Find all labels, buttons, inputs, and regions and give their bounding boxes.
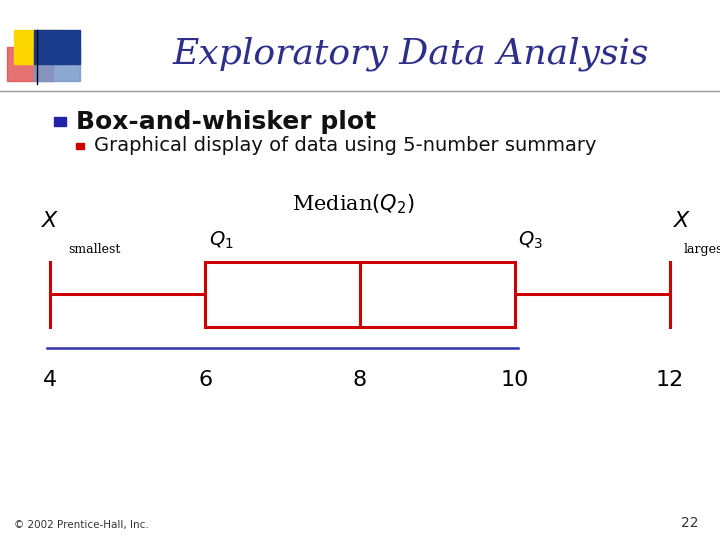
Text: © 2002 Prentice-Hall, Inc.: © 2002 Prentice-Hall, Inc. — [14, 520, 149, 530]
Text: largest: largest — [684, 243, 720, 256]
Text: Graphical display of data using 5-number summary: Graphical display of data using 5-number… — [94, 136, 596, 156]
Bar — [35, 30, 80, 64]
Bar — [76, 143, 84, 149]
Text: $Q_1$: $Q_1$ — [209, 230, 233, 251]
Text: Box-and-whisker plot: Box-and-whisker plot — [76, 110, 376, 133]
Text: Exploratory Data Analysis: Exploratory Data Analysis — [172, 37, 649, 71]
Text: 12: 12 — [655, 370, 684, 390]
Text: 22: 22 — [681, 516, 698, 530]
Bar — [14, 30, 60, 64]
Text: 8: 8 — [353, 370, 367, 390]
Text: 4: 4 — [43, 370, 58, 390]
Text: 6: 6 — [198, 370, 212, 390]
Bar — [35, 46, 80, 81]
Bar — [54, 117, 66, 126]
Text: $Q_3$: $Q_3$ — [518, 230, 544, 251]
Bar — [7, 46, 53, 81]
Text: $X$: $X$ — [673, 210, 692, 232]
Bar — [205, 262, 515, 327]
Text: 10: 10 — [500, 370, 529, 390]
Text: $X$: $X$ — [41, 210, 60, 232]
Text: Median$(Q_2)$: Median$(Q_2)$ — [292, 192, 414, 216]
Text: smallest: smallest — [68, 243, 121, 256]
